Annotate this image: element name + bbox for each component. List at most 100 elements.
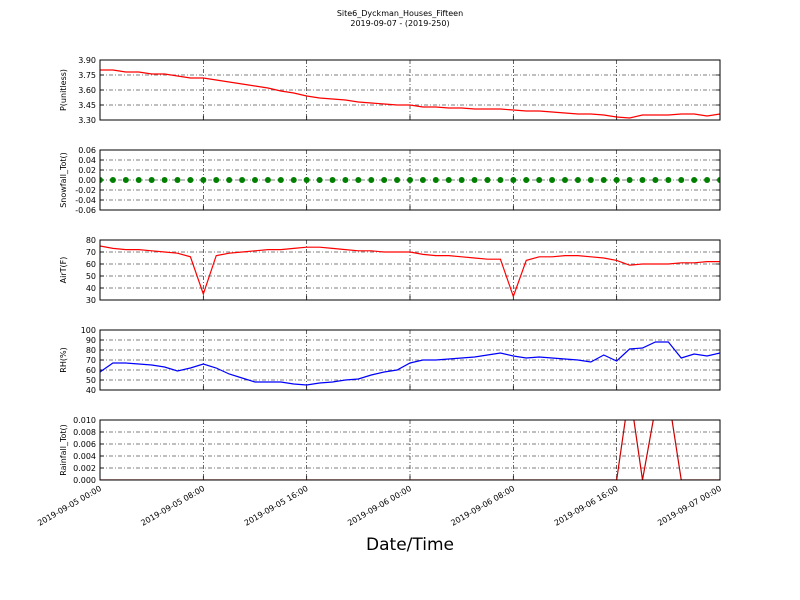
data-point bbox=[471, 177, 478, 183]
data-point bbox=[381, 177, 388, 183]
figure-title: Site6_Dyckman_Houses_Fifteen bbox=[337, 9, 463, 18]
y-tick-label: 80 bbox=[86, 236, 96, 245]
data-point bbox=[290, 177, 297, 183]
y-axis-label: P(unitless) bbox=[59, 69, 68, 111]
y-tick-label: 3.75 bbox=[78, 71, 96, 80]
y-tick-label: 50 bbox=[86, 376, 96, 385]
data-point bbox=[148, 177, 155, 183]
data-point bbox=[100, 177, 103, 183]
data-point bbox=[407, 177, 413, 183]
plot-frame bbox=[99, 329, 721, 391]
data-point bbox=[174, 177, 181, 183]
plot-frame bbox=[99, 239, 721, 301]
data-point bbox=[213, 177, 220, 183]
data-point bbox=[704, 177, 711, 183]
data-point bbox=[678, 177, 685, 183]
y-tick-label: 90 bbox=[86, 336, 96, 345]
y-axis-label: RH(%) bbox=[59, 347, 68, 372]
data-point bbox=[497, 177, 504, 183]
data-point bbox=[587, 177, 594, 183]
y-tick-label: 0.004 bbox=[73, 452, 96, 461]
data-point bbox=[239, 177, 246, 183]
y-tick-label: 70 bbox=[86, 248, 96, 257]
data-point bbox=[549, 177, 556, 183]
plot-frame bbox=[99, 59, 721, 121]
y-tick-label: 50 bbox=[86, 272, 96, 281]
plot-frame bbox=[99, 419, 721, 481]
data-point bbox=[523, 177, 530, 183]
y-tick-label: 0.008 bbox=[73, 428, 96, 437]
data-point bbox=[626, 177, 633, 183]
data-point bbox=[252, 177, 258, 183]
y-tick-label: 80 bbox=[86, 346, 96, 355]
y-tick-label: 0.02 bbox=[78, 166, 96, 175]
y-tick-label: 3.30 bbox=[78, 116, 96, 125]
data-point bbox=[226, 177, 233, 183]
data-point bbox=[717, 177, 720, 183]
figure-subtitle: 2019-09-07 - (2019-250) bbox=[350, 19, 449, 28]
data-point bbox=[277, 177, 284, 183]
data-point bbox=[329, 177, 336, 183]
data-point bbox=[316, 177, 323, 183]
data-point bbox=[187, 177, 194, 183]
data-point bbox=[135, 177, 142, 183]
data-point bbox=[355, 177, 362, 183]
y-tick-label: 40 bbox=[86, 386, 96, 395]
y-tick-label: 0.00 bbox=[78, 176, 96, 185]
data-point bbox=[574, 177, 581, 183]
data-point bbox=[445, 177, 452, 183]
data-point bbox=[432, 177, 439, 183]
data-line bbox=[100, 69, 720, 119]
y-tick-label: -0.02 bbox=[75, 186, 96, 195]
data-point bbox=[639, 177, 646, 183]
plot-area bbox=[100, 245, 720, 299]
data-line bbox=[100, 341, 720, 386]
data-point bbox=[536, 177, 543, 183]
data-point bbox=[368, 177, 375, 183]
data-point bbox=[303, 177, 310, 183]
data-point bbox=[510, 177, 517, 183]
data-point bbox=[200, 177, 207, 183]
plot-frame bbox=[99, 149, 721, 211]
x-axis-label: Date/Time bbox=[366, 535, 454, 555]
y-tick-label: 30 bbox=[86, 296, 96, 305]
data-point bbox=[600, 177, 607, 183]
y-tick-label: 60 bbox=[86, 260, 96, 269]
data-point bbox=[419, 177, 426, 183]
y-tick-label: 3.90 bbox=[78, 56, 96, 65]
data-point bbox=[613, 177, 620, 183]
data-point bbox=[691, 177, 698, 183]
y-tick-label: 0.002 bbox=[73, 464, 96, 473]
y-tick-label: 0.010 bbox=[73, 416, 96, 425]
y-tick-label: -0.06 bbox=[75, 206, 96, 215]
plot-area bbox=[100, 177, 720, 183]
data-point bbox=[562, 177, 568, 183]
y-tick-label: 3.45 bbox=[78, 101, 96, 110]
y-axis-label: AirT(F) bbox=[59, 257, 68, 284]
data-point bbox=[652, 177, 659, 183]
data-line bbox=[100, 245, 720, 299]
data-point bbox=[665, 177, 672, 183]
y-axis-label: Snowfall_Tot() bbox=[59, 152, 68, 208]
y-tick-label: -0.04 bbox=[75, 196, 96, 205]
data-point bbox=[161, 177, 168, 183]
data-point bbox=[458, 177, 465, 183]
data-point bbox=[264, 177, 271, 183]
data-point bbox=[394, 177, 401, 183]
y-tick-label: 0.000 bbox=[73, 476, 96, 485]
y-tick-label: 3.60 bbox=[78, 86, 96, 95]
y-tick-label: 40 bbox=[86, 284, 96, 293]
plot-area bbox=[100, 69, 720, 119]
y-tick-label: 100 bbox=[81, 326, 96, 335]
plot-area bbox=[100, 341, 720, 386]
y-tick-label: 60 bbox=[86, 366, 96, 375]
y-tick-label: 0.04 bbox=[78, 156, 96, 165]
y-axis-label: Rainfall_Tot() bbox=[59, 424, 68, 476]
data-point bbox=[122, 177, 129, 183]
y-tick-label: 0.06 bbox=[78, 146, 96, 155]
y-tick-label: 70 bbox=[86, 356, 96, 365]
data-point bbox=[484, 177, 491, 183]
data-point bbox=[342, 177, 349, 183]
data-point bbox=[109, 177, 116, 183]
